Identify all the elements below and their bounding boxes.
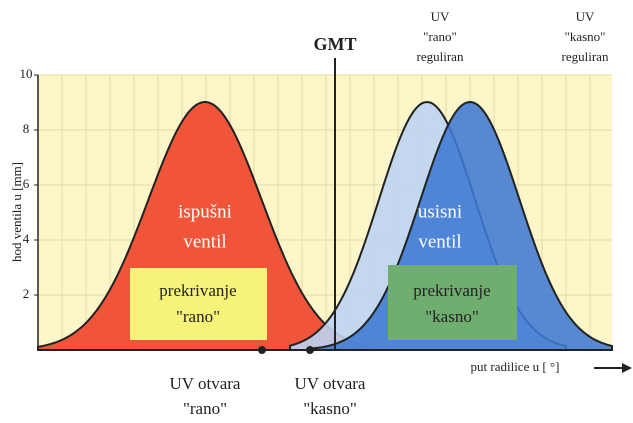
arrowhead [622,363,632,373]
label: prekrivanje [413,281,490,300]
label: UV [431,9,450,24]
label: "kasno" [303,399,357,418]
point [306,346,314,354]
point [258,346,266,354]
exhaust-curve [37,101,373,351]
gmt-label: GMT [314,34,357,54]
y-tick-label: 4 [23,231,30,246]
label: "kasno" [425,307,479,326]
label: "kasno" [565,29,606,44]
label: "rano" [423,29,457,44]
overlap-late-box [388,265,517,340]
label: ventil [418,231,461,252]
y-axis-label: hod ventila u [mm] [9,162,24,262]
y-tick-label: 2 [23,286,30,301]
label: usisni [418,201,462,222]
label: UV [576,9,595,24]
y-tick-label: 8 [23,121,30,136]
label: ventil [183,231,226,252]
label: UV otvara [170,374,241,393]
label: "rano" [176,307,220,326]
overlap-early-box [130,268,267,340]
label: "rano" [183,399,227,418]
y-tick-label: 10 [20,66,33,81]
x-axis-label: put radilice u [ °] [471,359,560,374]
label: ispušni [178,201,232,222]
label: UV otvara [295,374,366,393]
label: prekrivanje [159,281,236,300]
intake-late-curve [309,100,613,351]
label: reguliran [417,49,464,64]
label: reguliran [562,49,609,64]
y-tick-label: 6 [23,176,30,191]
